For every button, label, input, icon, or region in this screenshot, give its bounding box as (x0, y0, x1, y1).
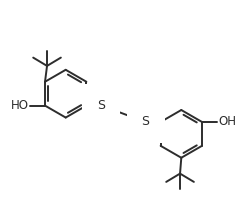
Text: OH: OH (218, 115, 236, 128)
Text: S: S (98, 99, 105, 112)
Text: S: S (142, 115, 149, 128)
Text: HO: HO (11, 99, 29, 112)
